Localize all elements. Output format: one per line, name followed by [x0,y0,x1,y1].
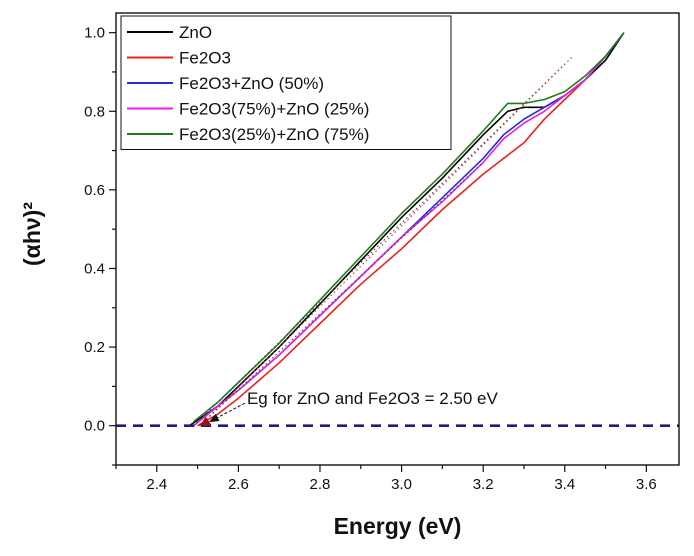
annotation-text: Eg for ZnO and Fe2O3 = 2.50 eV [247,389,499,408]
legend-label: Fe2O3+ZnO (50%) [179,74,324,93]
x-tick-label: 3.4 [554,476,575,493]
legend-box [120,15,452,150]
x-tick-label: 3.6 [636,476,657,493]
annotation-arrow [208,402,246,423]
y-tick-label: 0.0 [84,418,105,435]
legend-label: Fe2O3(75%)+ZnO (25%) [179,100,369,119]
y-axis-ticks: 0.0 0.2 0.4 0.6 0.8 1.0 [84,25,116,466]
fit-line-2 [199,161,484,427]
x-tick-label: 2.4 [146,476,167,493]
x-tick-label: 2.6 [228,476,249,493]
series-line-1 [197,32,625,427]
y-tick-label: 0.8 [84,103,105,120]
plot-frame [115,12,680,466]
series-line-3 [192,32,625,427]
x-axis-label: Energy (eV) [334,513,462,539]
x-axis-ticks: 2.4 2.6 2.8 3.0 3.2 3.4 3.6 [115,465,657,493]
legend: ZnO Fe2O3 Fe2O3+ZnO (50%) Fe2O3(75%)+ZnO (2… [120,15,452,150]
fit-lines [193,55,574,427]
y-tick-label: 1.0 [84,25,105,42]
eg-marker [199,416,212,426]
x-tick-label: 3.0 [391,476,412,493]
y-tick-label: 0.4 [84,260,105,277]
x-tick-label: 2.8 [310,476,331,493]
y-tick-label: 0.2 [84,339,105,356]
eg-marker-shape [199,416,212,426]
fit-line-0 [193,63,566,427]
y-tick-label: 0.6 [84,182,105,199]
y-axis-label: (αhν)² [19,202,45,266]
legend-label: Fe2O3(25%)+ZnO (75%) [179,125,369,144]
fit-line-1 [199,55,574,427]
legend-label: Fe2O3 [179,49,231,68]
legend-label: ZnO [179,23,212,42]
x-tick-label: 3.2 [473,476,494,493]
